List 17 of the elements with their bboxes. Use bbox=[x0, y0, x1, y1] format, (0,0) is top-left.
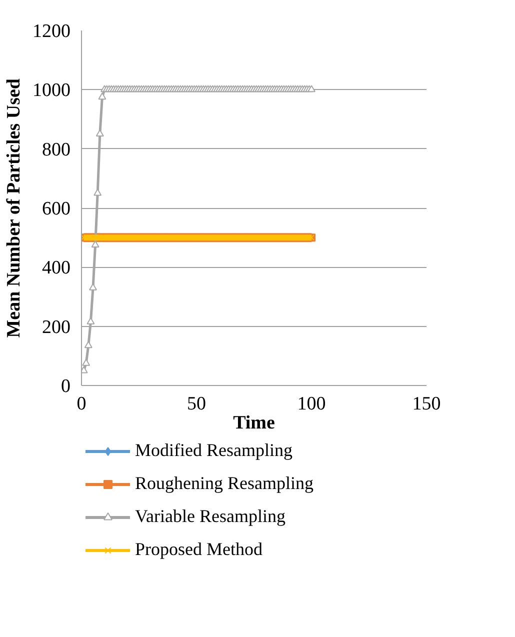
x-tick-label: 0 bbox=[76, 394, 86, 414]
legend-label: Proposed Method bbox=[135, 539, 262, 560]
y-tick-label: 400 bbox=[42, 258, 70, 279]
x-tick-label: 150 bbox=[412, 394, 441, 414]
y-axis-title: Mean Number of Particles Used bbox=[4, 78, 24, 338]
legend-label: Roughening Resampling bbox=[135, 473, 314, 494]
legend-label: Modified Resampling bbox=[135, 440, 292, 461]
legend-label: Variable Resampling bbox=[135, 506, 286, 527]
y-tick-label: 0 bbox=[61, 376, 70, 397]
y-tick-label: 200 bbox=[42, 316, 70, 338]
y-tick-label: 800 bbox=[42, 139, 70, 160]
y-tick-label: 1000 bbox=[32, 80, 70, 102]
x-axis-title: Time bbox=[233, 412, 275, 434]
x-tick-label: 50 bbox=[187, 394, 206, 414]
x-tick-label: 100 bbox=[297, 394, 326, 414]
y-tick-label: 1200 bbox=[32, 21, 70, 42]
y-tick-label: 600 bbox=[42, 198, 70, 220]
